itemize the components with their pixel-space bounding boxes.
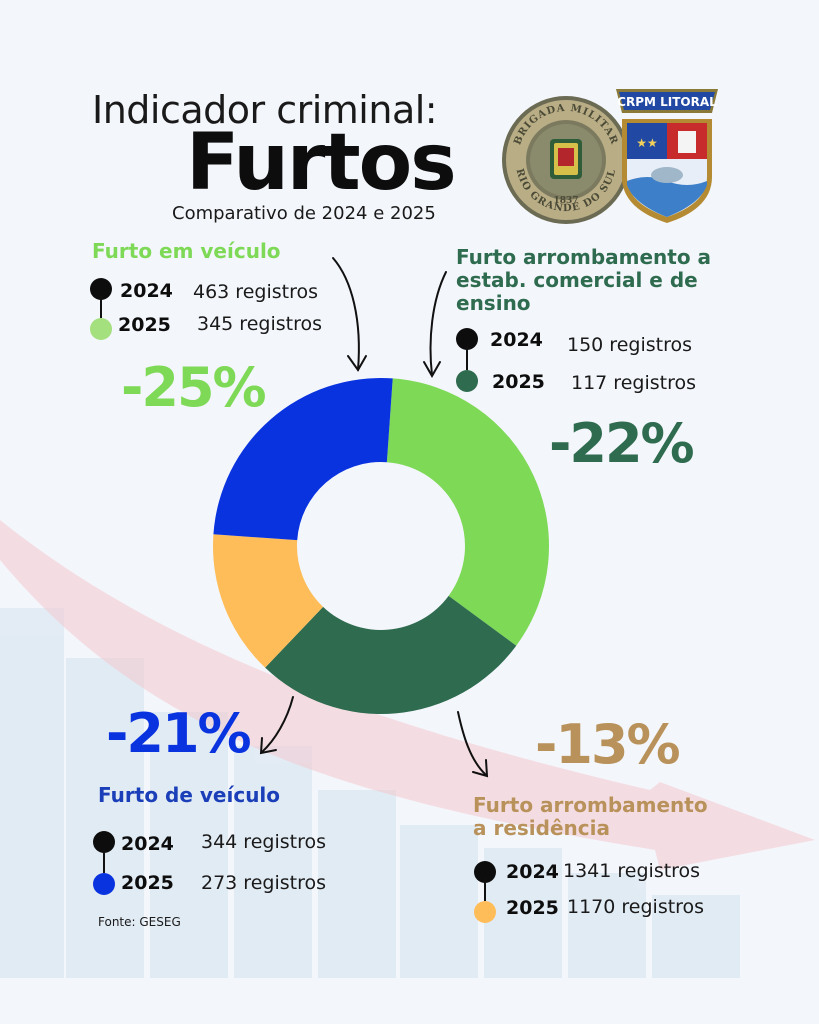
donut-slice-2	[265, 595, 517, 714]
trend-arrow	[0, 520, 815, 870]
arrow-em-veiculo	[332, 257, 367, 372]
legend-connector	[484, 879, 486, 901]
title-furto-em-veiculo: Furto em veículo	[92, 239, 281, 263]
title-residencia: Furto arrombamento a residência	[473, 794, 708, 840]
arrow-residencia	[457, 711, 489, 778]
registros-2024-comercial: 150 registros	[567, 334, 692, 356]
arrow-comercial	[423, 271, 447, 379]
donut-slice-1	[386, 378, 550, 646]
year-2025-de-veiculo: 2025	[121, 872, 174, 894]
legend-dot-2025-residencia	[474, 901, 496, 923]
registros-2025-em-veiculo: 345 registros	[197, 313, 322, 335]
legend-connector	[103, 849, 105, 873]
pct-furto-em-veiculo: -25%	[121, 356, 267, 419]
crpm-text: CRPM LITORAL	[617, 95, 717, 109]
crpm-litoral-logo: CRPM LITORAL ★★	[616, 89, 718, 223]
arrow-de-veiculo	[259, 696, 294, 755]
title-comercial: Furto arrombamento a estab. comercial e …	[456, 246, 711, 315]
registros-2025-de-veiculo: 273 registros	[201, 872, 326, 894]
registros-2025-residencia: 1170 registros	[567, 896, 705, 918]
year-2024-em-veiculo: 2024	[120, 280, 173, 302]
legend-dot-2024-em-veiculo	[90, 278, 112, 300]
legend-dot-2024-comercial	[456, 328, 478, 350]
background-bars	[0, 608, 740, 978]
page-title: Furtos	[186, 118, 457, 208]
title-comercial-line-2: estab. comercial e de	[456, 268, 698, 292]
brigada-year: 1837	[553, 196, 578, 206]
brigada-militar-logo: BRIGADA MILITAR RIO GRANDE DO SUL 1837	[502, 96, 630, 224]
registros-2024-residencia: 1341 registros	[563, 860, 701, 882]
pct-comercial: -22%	[549, 412, 695, 475]
legend-dot-2025-em-veiculo	[90, 318, 112, 340]
title-comercial-line-1: Furto arrombamento a	[456, 245, 712, 269]
subtitle: Comparativo de 2024 e 2025	[172, 203, 436, 224]
legend-connector	[466, 346, 468, 370]
legend-dot-2024-residencia	[474, 861, 496, 883]
year-2025-residencia: 2025	[506, 897, 559, 919]
year-2024-de-veiculo: 2024	[121, 833, 174, 855]
pct-furto-de-veiculo: -21%	[106, 702, 252, 765]
source-note: Fonte: GESEG	[98, 915, 181, 929]
year-2025-em-veiculo: 2025	[118, 314, 171, 336]
registros-2024-em-veiculo: 463 registros	[193, 281, 318, 303]
title-residencia-line-2: a residência	[473, 816, 610, 840]
donut-slice-3	[213, 534, 324, 668]
legend-dot-2024-de-veiculo	[93, 831, 115, 853]
legend-connector	[100, 296, 102, 318]
legend-dot-2025-de-veiculo	[93, 873, 115, 895]
title-furto-de-veiculo: Furto de veículo	[98, 783, 281, 807]
registros-2024-de-veiculo: 344 registros	[201, 831, 326, 853]
svg-text:★★: ★★	[636, 136, 658, 150]
year-2025-comercial: 2025	[492, 371, 545, 393]
title-small: Indicador criminal:	[92, 88, 438, 132]
registros-2025-comercial: 117 registros	[571, 372, 696, 394]
donut-slice-4	[213, 377, 393, 541]
year-2024-comercial: 2024	[490, 329, 543, 351]
legend-dot-2025-comercial	[456, 370, 478, 392]
year-2024-residencia: 2024	[506, 861, 559, 883]
title-comercial-line-3: ensino	[456, 291, 531, 315]
title-residencia-line-1: Furto arrombamento	[473, 793, 708, 817]
pct-residencia: -13%	[535, 713, 681, 776]
